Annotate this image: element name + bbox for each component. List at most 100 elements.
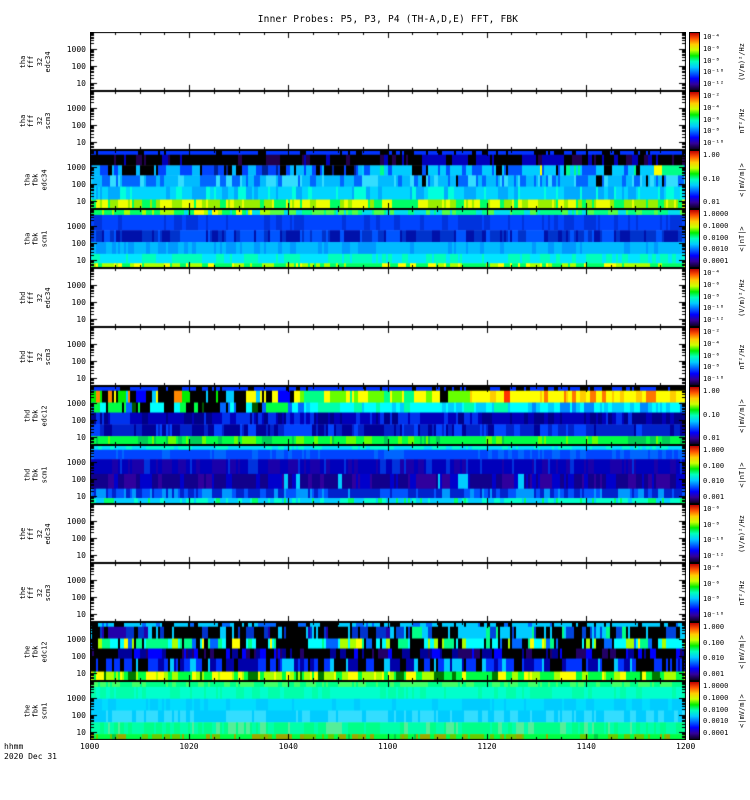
panel-plot-the_fff_32_scm3 bbox=[90, 563, 686, 622]
y-tick-label: 100 bbox=[71, 61, 86, 71]
y-tick-label: 1000 bbox=[66, 398, 86, 408]
colorbar-tick-label: 10⁻⁸ bbox=[703, 56, 720, 65]
panel-label-tha_fff_32_scm3: tha fff 32 scm3 bbox=[19, 112, 53, 129]
x-tick-label: 1040 bbox=[278, 742, 298, 751]
panel-label-tha_fbk_edc34: tha fbk edc34 bbox=[23, 168, 49, 191]
y-tick-label: 10 bbox=[76, 550, 86, 560]
y-tick-label: 10 bbox=[76, 314, 86, 324]
y-tick-label: 10 bbox=[76, 491, 86, 501]
colorbar-tick-label: 0.10 bbox=[703, 410, 720, 419]
panel-label-tha_fbk_scm1: tha fbk scm1 bbox=[23, 230, 49, 247]
colorbar-unit-thd_fff_32_scm3: nT²/Hz bbox=[738, 343, 746, 370]
colorbar-tick-label: 1.000 bbox=[703, 623, 725, 631]
colorbar-the_fff_32_edc34 bbox=[689, 504, 700, 563]
colorbar-tick-label: 0.0001 bbox=[703, 729, 729, 737]
colorbar-tick-label: 10⁻¹⁰ bbox=[703, 139, 725, 147]
colorbar-tick-label: 0.01 bbox=[703, 434, 720, 442]
colorbar-tick-label: 0.0100 bbox=[703, 705, 729, 714]
y-tick-label: 1000 bbox=[66, 221, 86, 231]
y-tick-label: 1000 bbox=[66, 162, 86, 172]
colorbar-tick-label: 10⁻¹² bbox=[703, 80, 725, 88]
colorbar-unit-the_fbk_edc12: <|mV/m|> bbox=[738, 634, 746, 669]
colorbar-tick-label: 0.1000 bbox=[703, 221, 729, 230]
panel-label-the_fff_32_scm3: the fff 32 scm3 bbox=[19, 584, 53, 601]
y-tick-label: 1000 bbox=[66, 339, 86, 349]
panel-label-thd_fff_32_edc34: thd fff 32 edc34 bbox=[19, 286, 53, 309]
colorbar-the_fff_32_scm3 bbox=[689, 563, 700, 622]
colorbar-tick-label: 1.0000 bbox=[703, 682, 729, 690]
x-axis-date-label: 2020 Dec 31 bbox=[4, 752, 57, 761]
colorbar-tick-label: 10⁻⁸ bbox=[703, 363, 720, 372]
y-tick-label: 1000 bbox=[66, 693, 86, 703]
panel-label-the_fbk_edc12: the fbk edc12 bbox=[23, 640, 49, 663]
colorbar-thd_fff_32_scm3 bbox=[689, 327, 700, 386]
panel-plot-tha_fff_32_scm3 bbox=[90, 91, 686, 150]
y-tick-label: 10 bbox=[76, 78, 86, 88]
colorbar-tick-label: 10⁻⁸ bbox=[703, 127, 720, 136]
x-tick-label: 1020 bbox=[179, 742, 199, 751]
y-tick-label: 100 bbox=[71, 356, 86, 366]
colorbar-thd_fbk_edc12 bbox=[689, 386, 700, 445]
y-tick-label: 10 bbox=[76, 137, 86, 147]
colorbar-tick-label: 10⁻¹⁰ bbox=[703, 304, 725, 313]
y-tick-label: 1000 bbox=[66, 103, 86, 113]
x-tick-label: 1200 bbox=[676, 742, 696, 751]
colorbar-unit-thd_fbk_scm1: <|nT|> bbox=[738, 461, 746, 488]
colorbar-tick-label: 10⁻¹⁰ bbox=[703, 611, 725, 619]
colorbar-tick-label: 10⁻¹⁰ bbox=[703, 536, 725, 545]
colorbar-unit-thd_fff_32_edc34: (V/m)²/Hz bbox=[738, 278, 746, 317]
colorbar-thd_fff_32_edc34 bbox=[689, 268, 700, 327]
y-tick-label: 10 bbox=[76, 373, 86, 383]
colorbar-tick-label: 0.0100 bbox=[703, 233, 729, 242]
y-tick-label: 1000 bbox=[66, 280, 86, 290]
panel-label-the_fff_32_edc34: the fff 32 edc34 bbox=[19, 522, 53, 545]
colorbar-tick-label: 10⁻⁴ bbox=[703, 33, 720, 41]
colorbar-tick-label: 0.100 bbox=[703, 638, 725, 647]
panel-label-thd_fbk_scm1: thd fbk scm1 bbox=[23, 466, 49, 483]
colorbar-tick-label: 10⁻² bbox=[703, 92, 720, 100]
panel-label-the_fbk_scm1: the fbk scm1 bbox=[23, 702, 49, 719]
colorbar-tick-label: 0.001 bbox=[703, 493, 725, 501]
y-tick-label: 100 bbox=[71, 415, 86, 425]
colorbar-unit-thd_fbk_edc12: <|mV/m|> bbox=[738, 398, 746, 433]
y-tick-label: 10 bbox=[76, 668, 86, 678]
plot-title: Inner Probes: P5, P3, P4 (TH-A,D,E) FFT,… bbox=[257, 14, 519, 25]
colorbar-tick-label: 10⁻¹² bbox=[703, 552, 725, 560]
colorbar-tick-label: 10⁻⁶ bbox=[703, 579, 720, 588]
panel-plot-tha_fbk_scm1 bbox=[90, 209, 686, 268]
panel-plot-tha_fbk_edc34 bbox=[90, 150, 686, 209]
y-tick-label: 100 bbox=[71, 297, 86, 307]
panel-plot-thd_fff_32_edc34 bbox=[90, 268, 686, 327]
y-tick-label: 100 bbox=[71, 592, 86, 602]
panel-label-tha_fff_32_edc34: tha fff 32 edc34 bbox=[19, 50, 53, 73]
colorbar-tick-label: 1.00 bbox=[703, 387, 720, 395]
colorbar-the_fbk_scm1 bbox=[689, 681, 700, 740]
y-tick-label: 100 bbox=[71, 179, 86, 189]
y-tick-label: 1000 bbox=[66, 516, 86, 526]
colorbar-tick-label: 1.000 bbox=[703, 446, 725, 454]
panel-label-thd_fff_32_scm3: thd fff 32 scm3 bbox=[19, 348, 53, 365]
y-tick-label: 1000 bbox=[66, 44, 86, 54]
colorbar-unit-the_fff_32_scm3: nT²/Hz bbox=[738, 579, 746, 606]
y-tick-label: 100 bbox=[71, 651, 86, 661]
colorbar-tick-label: 10⁻⁸ bbox=[703, 595, 720, 604]
colorbar-tick-label: 10⁻¹⁰ bbox=[703, 68, 725, 77]
colorbar-tick-label: 0.1000 bbox=[703, 693, 729, 702]
colorbar-thd_fbk_scm1 bbox=[689, 445, 700, 504]
colorbar-tick-label: 0.0010 bbox=[703, 717, 729, 726]
colorbar-unit-the_fff_32_edc34: (V/m)²/Hz bbox=[738, 514, 746, 553]
panel-plot-thd_fbk_edc12 bbox=[90, 386, 686, 445]
colorbar-tha_fbk_scm1 bbox=[689, 209, 700, 268]
x-tick-label: 1100 bbox=[378, 742, 398, 751]
panel-label-thd_fbk_edc12: thd fbk edc12 bbox=[23, 404, 49, 427]
colorbar-tick-label: 10⁻⁶ bbox=[703, 505, 720, 513]
colorbar-tha_fff_32_edc34 bbox=[689, 32, 700, 91]
colorbar-tick-label: 10⁻² bbox=[703, 328, 720, 336]
colorbar-tick-label: 0.0001 bbox=[703, 257, 729, 265]
colorbar-tick-label: 10⁻⁴ bbox=[703, 269, 720, 277]
y-tick-label: 10 bbox=[76, 727, 86, 737]
colorbar-tick-label: 0.0010 bbox=[703, 245, 729, 254]
colorbar-unit-tha_fbk_edc34: <|mV/m|> bbox=[738, 162, 746, 197]
y-tick-label: 100 bbox=[71, 533, 86, 543]
